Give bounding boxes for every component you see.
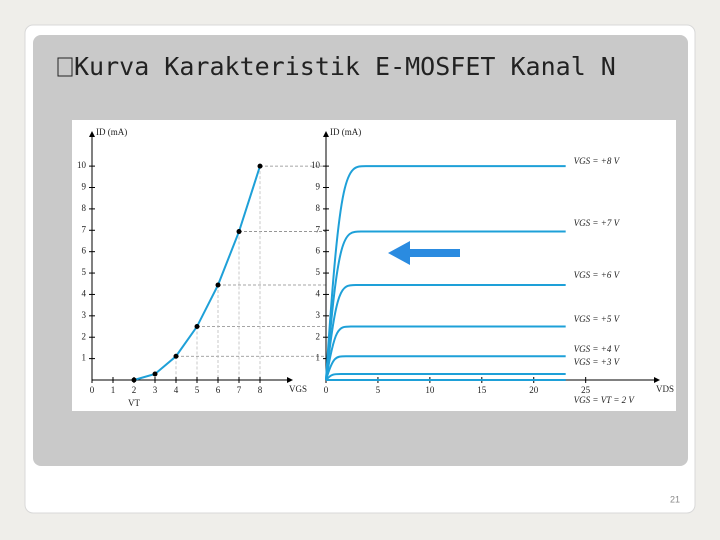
y-tick-label: 10 — [311, 160, 321, 170]
x-tick-label: 15 — [477, 385, 487, 395]
arrow — [388, 241, 460, 265]
y-tick-label: 4 — [82, 289, 87, 299]
y-tick-label: 8 — [82, 203, 87, 213]
legend-label: VGS = +7 V — [574, 218, 621, 228]
output-curve — [325, 355, 566, 381]
legend-label: VGS = +6 V — [574, 270, 621, 280]
legend-label: VGS = +5 V — [574, 314, 621, 324]
figure-background — [72, 120, 676, 411]
data-point — [236, 229, 242, 235]
y-tick-label: 7 — [82, 224, 87, 234]
x-tick-label: 8 — [258, 385, 263, 395]
y-tick-label: 7 — [316, 224, 321, 234]
y-tick-label: 2 — [82, 331, 87, 341]
x-tick-label: 4 — [174, 385, 179, 395]
y-axis-label: ID (mA) — [330, 127, 361, 137]
y-tick-label: 10 — [77, 160, 87, 170]
y-tick-label: 9 — [316, 182, 321, 192]
output-curve — [325, 325, 566, 381]
y-tick-label: 6 — [82, 246, 87, 256]
legend-label: VGS = +4 V — [574, 344, 621, 354]
y-axis-label: ID (mA) — [96, 127, 127, 137]
output-curve — [325, 373, 566, 381]
data-point — [194, 324, 200, 330]
axis-arrow — [654, 377, 660, 383]
x-tick-label: 20 — [529, 385, 539, 395]
page-number: 21 — [670, 494, 680, 504]
data-point — [131, 377, 137, 383]
y-tick-label: 5 — [316, 267, 321, 277]
legend-label: VGS = VT = 2 V — [574, 395, 636, 405]
legend-label: VGS = +3 V — [574, 357, 621, 367]
y-tick-label: 6 — [316, 246, 321, 256]
x-tick-label: 1 — [111, 385, 116, 395]
y-tick-label: 3 — [316, 310, 321, 320]
x-axis-label: VGS — [289, 384, 307, 394]
x-tick-label: 2 — [132, 385, 137, 395]
data-point — [257, 163, 263, 169]
legend-label: VGS = +8 V — [574, 156, 621, 166]
y-tick-label: 8 — [316, 203, 321, 213]
x-tick-label: 5 — [195, 385, 200, 395]
output-curve — [325, 284, 566, 381]
output-curve — [325, 230, 566, 381]
x-tick-label: 0 — [90, 385, 95, 395]
y-tick-label: 1 — [316, 353, 321, 363]
y-tick-label: 5 — [82, 267, 87, 277]
x-tick-label: 25 — [581, 385, 591, 395]
data-point — [215, 282, 221, 288]
x-axis-label: VDS — [656, 384, 674, 394]
x-tick-label: 0 — [324, 385, 329, 395]
annotation: VT — [128, 398, 140, 408]
y-tick-label: 2 — [316, 331, 321, 341]
y-tick-label: 9 — [82, 182, 87, 192]
bullet-box — [57, 57, 73, 77]
x-tick-label: 5 — [376, 385, 381, 395]
data-point — [152, 371, 158, 377]
output-curve — [325, 165, 566, 381]
y-tick-label: 1 — [82, 353, 87, 363]
y-tick-label: 4 — [316, 289, 321, 299]
x-tick-label: 6 — [216, 385, 221, 395]
slide-title: Kurva Karakteristik E-MOSFET Kanal N — [74, 52, 616, 81]
axis-arrow — [323, 131, 329, 137]
axis-arrow — [89, 131, 95, 137]
axis-arrow — [287, 377, 293, 383]
data-point — [173, 353, 179, 359]
y-tick-label: 3 — [82, 310, 87, 320]
x-tick-label: 3 — [153, 385, 158, 395]
x-tick-label: 7 — [237, 385, 242, 395]
x-tick-label: 10 — [425, 385, 435, 395]
